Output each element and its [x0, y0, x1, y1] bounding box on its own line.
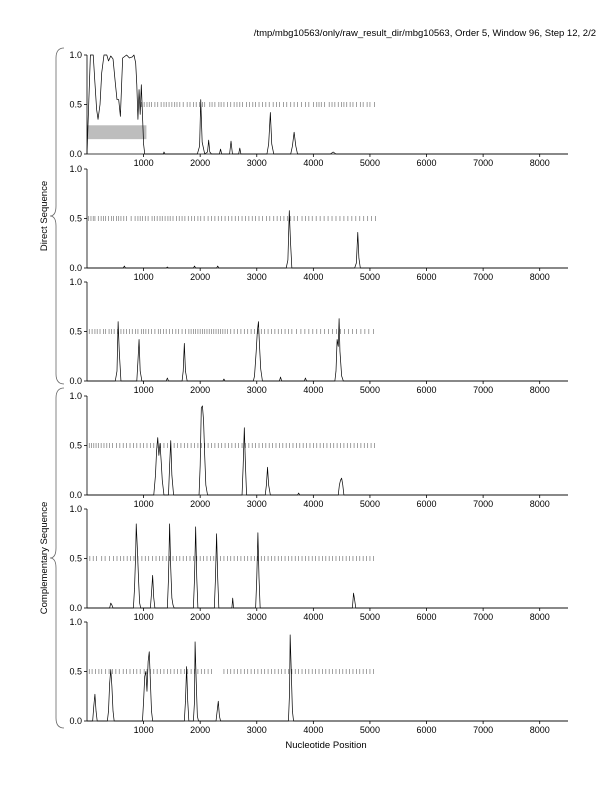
x-tick-label: 3000 [247, 385, 267, 395]
x-tick-label: 5000 [360, 725, 380, 735]
x-tick-label: 1000 [134, 499, 154, 509]
y-tick-label: 0.0 [69, 490, 82, 500]
x-tick-label: 5000 [360, 158, 380, 168]
x-tick-label: 1000 [134, 385, 154, 395]
series-line [87, 523, 568, 609]
y-tick-label: 0.5 [69, 441, 82, 451]
x-axis-label: Nucleotide Position [285, 740, 366, 751]
x-tick-label: 4000 [303, 612, 323, 622]
x-tick-label: 7000 [473, 272, 493, 282]
x-tick-label: 6000 [417, 158, 437, 168]
series-line [87, 318, 568, 382]
panels-group: 0.0 0.5 1.0 1000 2000 3000 4000 5000 6000 7000 800… [69, 50, 568, 735]
x-tick-label: 7000 [473, 725, 493, 735]
x-tick-label: 1000 [134, 612, 154, 622]
x-tick-label: 3000 [247, 158, 267, 168]
x-tick-label: 3000 [247, 612, 267, 622]
panel-2: 0.0 0.5 1.0 1000 2000 3000 4000 5000 6000 7000 800… [69, 164, 568, 282]
x-tick-label: 7000 [473, 612, 493, 622]
x-tick-label: 5000 [360, 272, 380, 282]
y-tick-label: 0.5 [69, 327, 82, 337]
x-tick-label: 6000 [417, 385, 437, 395]
x-tick-label: 3000 [247, 499, 267, 509]
x-tick-label: 4000 [303, 272, 323, 282]
chart-title: /tmp/mbg10563/only/raw_result_dir/mbg105… [254, 28, 596, 39]
y-tick-label: 0.5 [69, 214, 82, 224]
y-tick-label: 1.0 [69, 164, 82, 174]
x-tick-label: 8000 [530, 499, 550, 509]
x-tick-label: 8000 [530, 272, 550, 282]
panel-1: 0.0 0.5 1.0 1000 2000 3000 4000 5000 6000 7000 800… [69, 50, 568, 168]
y-tick-label: 0.0 [69, 149, 82, 159]
x-tick-label: 5000 [360, 499, 380, 509]
y-tick-label: 1.0 [69, 277, 82, 287]
series-line [86, 54, 568, 155]
x-tick-label: 1000 [134, 272, 154, 282]
panel-3: 0.0 0.5 1.0 1000 2000 3000 4000 5000 6000 7000 800… [69, 277, 568, 395]
x-tick-label: 5000 [360, 385, 380, 395]
y-tick-label: 0.5 [69, 667, 82, 677]
x-tick-label: 6000 [417, 725, 437, 735]
x-tick-label: 4000 [303, 158, 323, 168]
series-line [87, 405, 568, 496]
series-line [87, 634, 568, 722]
x-tick-label: 6000 [417, 612, 437, 622]
x-tick-label: 1000 [134, 158, 154, 168]
x-tick-label: 1000 [134, 725, 154, 735]
x-tick-label: 2000 [190, 725, 210, 735]
panel-5: 0.0 0.5 1.0 1000 2000 3000 4000 5000 6000 7000 800… [69, 504, 568, 622]
series-line [87, 210, 568, 269]
x-tick-label: 7000 [473, 158, 493, 168]
y-tick-label: 0.0 [69, 716, 82, 726]
x-tick-label: 7000 [473, 385, 493, 395]
x-tick-label: 4000 [303, 385, 323, 395]
x-tick-label: 2000 [190, 385, 210, 395]
x-tick-label: 8000 [530, 612, 550, 622]
x-tick-label: 8000 [530, 725, 550, 735]
x-tick-label: 5000 [360, 612, 380, 622]
y-tick-label: 0.0 [69, 263, 82, 273]
panel-4: 0.0 0.5 1.0 1000 2000 3000 4000 5000 6000 7000 800… [69, 391, 568, 509]
x-tick-label: 4000 [303, 499, 323, 509]
x-tick-label: 6000 [417, 272, 437, 282]
x-tick-label: 3000 [247, 272, 267, 282]
y-tick-label: 1.0 [69, 391, 82, 401]
complementary-sequence-label: Complementary Sequence [39, 502, 50, 614]
shaded-region [87, 125, 147, 140]
y-tick-label: 0.5 [69, 554, 82, 564]
y-tick-label: 1.0 [69, 50, 82, 60]
direct-group-bracket [49, 47, 65, 385]
panel-6: 0.0 0.5 1.0 1000 2000 3000 4000 5000 6000 7000 800… [69, 617, 568, 735]
x-tick-label: 2000 [190, 272, 210, 282]
direct-sequence-label: Direct Sequence [39, 181, 50, 251]
x-tick-label: 7000 [473, 499, 493, 509]
x-tick-label: 4000 [303, 725, 323, 735]
x-tick-label: 6000 [417, 499, 437, 509]
x-tick-label: 8000 [530, 385, 550, 395]
y-tick-label: 0.0 [69, 376, 82, 386]
x-tick-label: 2000 [190, 499, 210, 509]
y-tick-label: 0.0 [69, 603, 82, 613]
y-tick-label: 1.0 [69, 504, 82, 514]
complementary-group-bracket [49, 387, 65, 729]
x-tick-label: 2000 [190, 158, 210, 168]
y-tick-label: 0.5 [69, 100, 82, 110]
y-tick-label: 1.0 [69, 617, 82, 627]
x-tick-label: 8000 [530, 158, 550, 168]
x-tick-label: 3000 [247, 725, 267, 735]
x-tick-label: 2000 [190, 612, 210, 622]
